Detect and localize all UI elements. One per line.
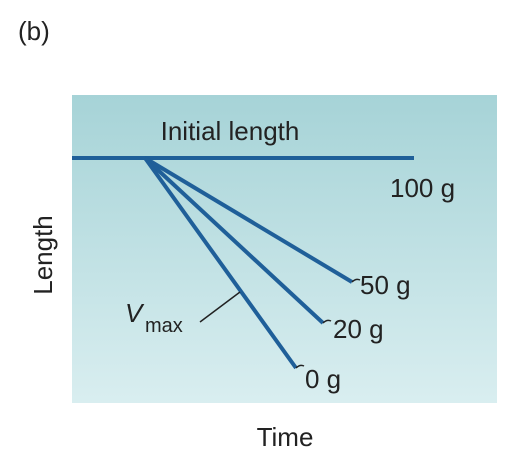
vmax-subscript: max	[145, 315, 183, 337]
tick-0g	[295, 364, 305, 369]
vmax-leader	[199, 291, 241, 323]
tick-20g	[322, 319, 332, 324]
y-axis-label: Length	[28, 215, 58, 295]
curve-label: 50 g	[360, 270, 411, 300]
curve-0g	[143, 156, 298, 370]
curve-label: 100 g	[390, 173, 455, 203]
panel-label: (b)	[18, 16, 50, 46]
initial-length-label: Initial length	[161, 116, 300, 146]
tick-50g	[351, 278, 361, 283]
curve-20g	[143, 156, 325, 325]
curve-label: 0 g	[305, 364, 341, 394]
curve-label: 20 g	[333, 314, 384, 344]
vmax-symbol: V	[125, 298, 145, 328]
x-axis-label: Time	[257, 422, 314, 452]
curve-50g	[143, 156, 354, 284]
